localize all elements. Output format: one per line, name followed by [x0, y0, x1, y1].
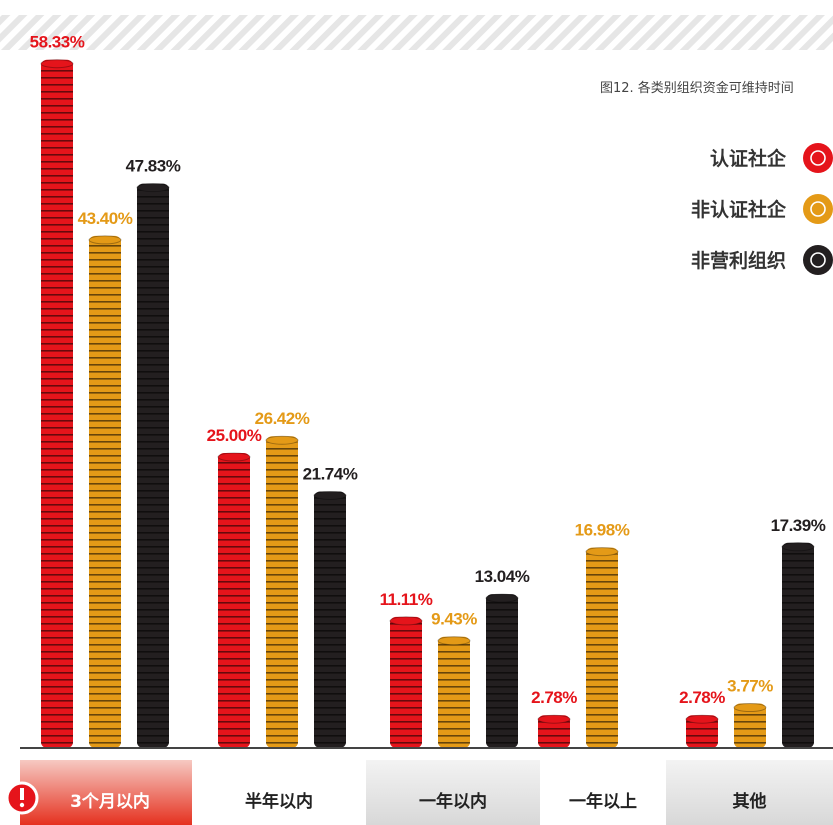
coin-stripes	[538, 721, 570, 746]
coin-stripes	[314, 497, 346, 746]
coin-top	[88, 235, 122, 245]
header-hatch	[0, 15, 833, 50]
x-tick-label: 其他	[733, 791, 767, 812]
x-tick-label: 半年以内	[245, 791, 313, 812]
value-label: 26.42%	[255, 409, 310, 428]
coin-stripes	[89, 241, 121, 746]
subtitle: 图12. 各类别组织资金可维持时间	[600, 80, 794, 96]
coin-stripes	[486, 600, 518, 746]
coin-stripes	[782, 548, 814, 746]
coin-top	[217, 452, 251, 462]
value-label: 11.11%	[380, 590, 433, 609]
category-boxes: 3个月以内 半年以内 一年以内 一年以上 其他	[5, 760, 833, 825]
coin-top	[313, 490, 347, 500]
value-label: 47.83%	[126, 157, 181, 176]
bars: 58.33% 43.40% 47.83% 25.00%26.42% 21.74% 11.1…	[30, 33, 826, 749]
legend-swatch	[803, 245, 833, 275]
value-label: 43.40%	[78, 209, 133, 228]
coin-top	[389, 616, 423, 626]
coin-stripes	[438, 642, 470, 746]
coin-top	[136, 183, 170, 193]
category-box	[192, 760, 366, 825]
value-label: 13.04%	[475, 567, 530, 586]
category-box	[366, 760, 540, 825]
alert-mark	[20, 788, 24, 800]
coin-top	[685, 714, 719, 724]
value-label: 16.98%	[575, 521, 630, 540]
coin-stripes	[390, 622, 422, 746]
coin-top	[265, 435, 299, 445]
x-tick-label: 3个月以内	[70, 791, 150, 812]
legend-icon	[810, 150, 826, 166]
value-label: 2.78%	[531, 688, 577, 707]
coin-top	[537, 714, 571, 724]
coin-top	[485, 593, 519, 603]
value-label: 9.43%	[431, 610, 477, 629]
coin-top	[781, 542, 815, 552]
legend-label: 非认证社企	[691, 198, 787, 221]
coin-stripes	[218, 459, 250, 746]
value-label: 3.77%	[727, 677, 773, 696]
coin-stripes	[686, 721, 718, 746]
alert-dot	[19, 802, 25, 808]
coin-stripes	[137, 189, 169, 746]
legend-label: 非营利组织	[691, 249, 786, 272]
value-label: 2.78%	[679, 688, 725, 707]
coin-top	[733, 703, 767, 713]
coin-stripes	[266, 442, 298, 746]
value-label: 21.74%	[303, 464, 358, 483]
coin-top	[40, 59, 74, 69]
x-tick-label: 一年以内	[419, 791, 487, 812]
category-box	[20, 760, 192, 825]
value-label: 25.00%	[207, 426, 262, 445]
coin-stripes	[586, 553, 618, 746]
legend-icon	[810, 252, 826, 268]
legend-icon	[810, 201, 826, 217]
coin-stripes	[734, 709, 766, 746]
x-tick-label: 一年以上	[569, 791, 637, 812]
value-label: 17.39%	[771, 516, 826, 535]
category-box	[540, 760, 666, 825]
coin-top	[585, 547, 619, 557]
coin-top	[437, 636, 471, 646]
legend-swatch	[803, 143, 833, 173]
coin-stripes	[41, 65, 73, 747]
category-box	[666, 760, 833, 825]
legend-swatch	[803, 194, 833, 224]
legend-label: 认证社企	[710, 147, 787, 170]
value-label: 58.33%	[30, 33, 85, 52]
